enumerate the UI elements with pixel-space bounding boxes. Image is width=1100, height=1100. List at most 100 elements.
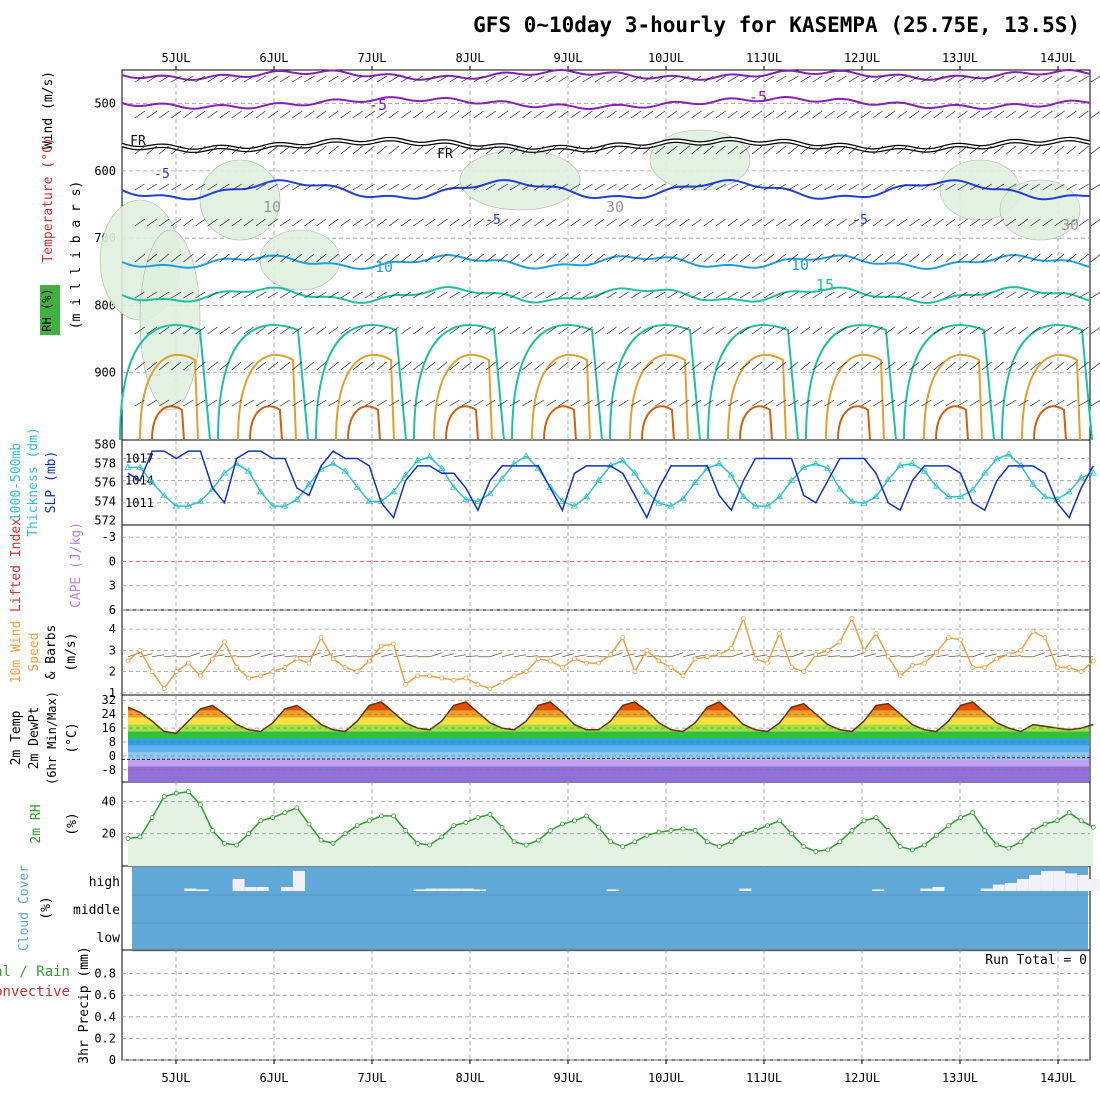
wind-barb xyxy=(388,361,400,371)
thickness-ytick: 572 xyxy=(94,513,116,527)
wind-speed-line-point xyxy=(656,658,662,664)
wind-speed-line-point xyxy=(161,686,167,692)
wind-barb xyxy=(146,291,157,299)
wind-barb xyxy=(788,218,799,227)
wind-barb xyxy=(836,145,847,155)
wind-barb-10m xyxy=(526,655,539,658)
wind-barb xyxy=(546,253,557,263)
cloud-bar xyxy=(449,888,462,891)
bottom-day-label: 13JUL xyxy=(942,1071,978,1085)
wind-barb xyxy=(570,183,581,191)
wind-barb xyxy=(764,75,774,83)
ylabel-rh2m-1: 2m RH xyxy=(29,804,44,843)
wind-barb xyxy=(243,218,254,227)
wind-barb xyxy=(134,399,145,407)
wind-barb xyxy=(413,183,423,191)
wind-barb xyxy=(364,291,375,299)
wind-barb xyxy=(158,253,169,263)
wind-barb xyxy=(1054,326,1065,335)
wind-barb xyxy=(364,361,375,371)
thickness-ytick: 574 xyxy=(94,494,116,508)
wind-barb xyxy=(739,361,751,371)
wind-barb xyxy=(872,361,884,371)
wind-barb xyxy=(534,326,545,335)
top-day-label: 13JUL xyxy=(942,51,978,65)
wind-barb xyxy=(1030,291,1041,299)
wind-barb xyxy=(509,326,521,335)
wind-barb xyxy=(352,253,363,263)
wind-barb xyxy=(340,183,351,191)
temp-ytick: 0 xyxy=(109,749,116,763)
wind-speed-line-point xyxy=(403,681,408,687)
wind-barb xyxy=(691,291,702,299)
wind-barb xyxy=(763,218,775,227)
wind-barb xyxy=(1090,292,1100,299)
wind-barb xyxy=(425,183,436,191)
wind-barb xyxy=(788,291,799,299)
wind-barb xyxy=(703,291,714,299)
wind-barb xyxy=(437,253,448,263)
wind-speed-line-point xyxy=(234,664,239,670)
wind-barb xyxy=(618,326,630,335)
wind-barb xyxy=(969,326,981,335)
thickness-line-point xyxy=(413,457,422,464)
contour-15 xyxy=(121,286,1091,304)
wind-speed-line-point xyxy=(897,673,903,679)
cloud-bar xyxy=(1016,879,1029,891)
wind-barb xyxy=(485,145,496,155)
rh-line-point xyxy=(668,828,674,833)
wind-barb xyxy=(897,75,907,83)
wind-barb xyxy=(606,75,617,83)
wind-barb xyxy=(340,145,351,155)
wind-barb xyxy=(473,145,485,155)
rh-line-point xyxy=(1006,845,1012,851)
cloud-bar xyxy=(473,889,486,891)
wind-barb xyxy=(957,145,969,155)
bottom-day-label: 10JUL xyxy=(648,1071,684,1085)
rh-line-point xyxy=(415,840,420,846)
wind-barb xyxy=(1006,183,1017,191)
ylabel-wind10m-2: Speed xyxy=(27,632,42,671)
wind-barb-10m xyxy=(284,655,297,658)
wind-barb xyxy=(957,326,968,335)
wind-speed-line-point xyxy=(680,673,686,679)
rh-line-point xyxy=(197,802,203,808)
wind-barb xyxy=(1066,183,1077,191)
wind-barb xyxy=(219,75,230,83)
cloud-bar xyxy=(437,888,450,891)
thickness-line-point xyxy=(474,497,482,504)
thickness-line-point xyxy=(305,480,313,487)
wind-barb xyxy=(606,291,617,299)
cloud-bar xyxy=(932,887,945,891)
wind-barb xyxy=(304,145,315,155)
thickness-line-point xyxy=(787,476,796,484)
rh-line-point xyxy=(511,839,517,845)
wind-barb xyxy=(1066,110,1077,119)
rh-line-point xyxy=(137,834,143,840)
wind-speed-line-point xyxy=(499,679,505,685)
wind-barb xyxy=(255,399,267,407)
wind-speed-line-point xyxy=(946,635,951,641)
wind-barb xyxy=(328,110,339,119)
wind-barb xyxy=(534,291,545,299)
wind-barb xyxy=(558,361,569,371)
wind-barb-10m xyxy=(610,652,623,658)
bottom-day-label: 14JUL xyxy=(1040,1071,1076,1085)
wind-barb xyxy=(509,110,521,119)
wind-barb xyxy=(1018,145,1029,155)
wind-barb xyxy=(691,110,702,119)
wind-barb xyxy=(642,110,654,119)
wind-barb xyxy=(570,75,581,83)
rh-line-point xyxy=(921,842,927,848)
wind-barb xyxy=(243,326,254,335)
wind-barb xyxy=(800,110,811,119)
wind-barb xyxy=(703,145,714,155)
wind-barb xyxy=(667,183,678,191)
wind-barb xyxy=(231,361,242,371)
contour-label: 15 xyxy=(816,276,834,294)
wind-barb xyxy=(872,183,884,191)
rh-line-point xyxy=(246,831,252,837)
wind-barb xyxy=(921,145,932,155)
wind-barb xyxy=(316,326,327,335)
wind-barb xyxy=(703,75,714,83)
